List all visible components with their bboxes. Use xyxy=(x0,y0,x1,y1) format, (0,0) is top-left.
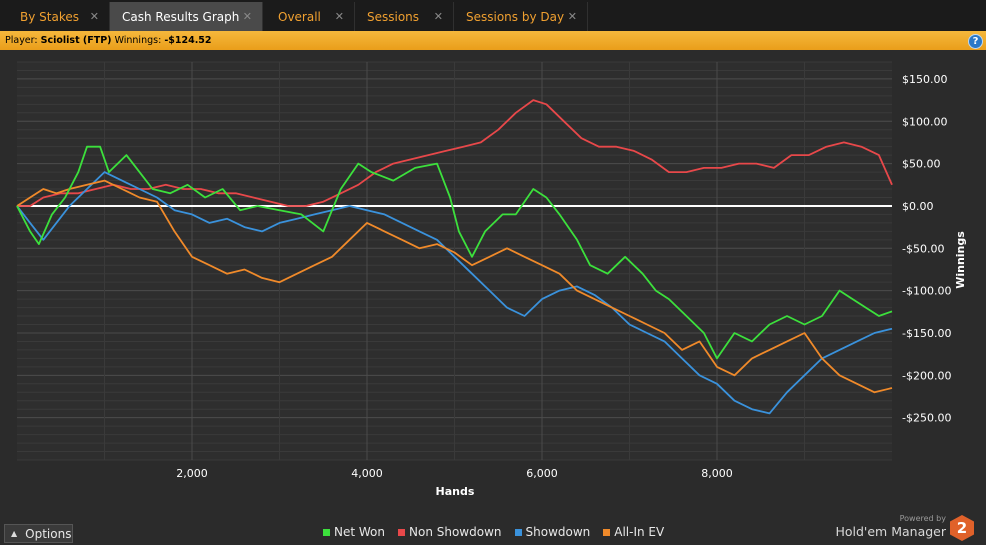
x-axis: 2,000 4,000 6,000 8,000 xyxy=(176,467,733,480)
legend-label: Showdown xyxy=(525,525,591,539)
y-tick-label: -$150.00 xyxy=(902,327,951,340)
player-label: Player: xyxy=(5,35,38,46)
tab-label: Sessions xyxy=(367,9,420,24)
legend-swatch xyxy=(323,528,330,536)
tab-sessions-by-day[interactable]: Sessions by Day ✕ xyxy=(454,2,588,31)
close-icon[interactable]: ✕ xyxy=(334,10,344,23)
branding: Powered by Hold'em Manager 2 xyxy=(819,512,979,542)
series-line-net-won xyxy=(16,145,893,360)
winnings-label: Winnings: xyxy=(114,35,162,46)
legend-item-all-in-ev[interactable]: All-In EV xyxy=(603,525,664,539)
close-icon[interactable]: ✕ xyxy=(567,10,577,23)
powered-by-text: Powered by xyxy=(899,514,946,523)
chart-legend: Net Won Non Showdown Showdown All-In EV xyxy=(323,524,677,540)
options-button[interactable]: ▲ Options xyxy=(4,524,73,543)
y-tick-label: -$50.00 xyxy=(902,242,944,255)
x-tick-label: 2,000 xyxy=(176,467,208,480)
tab-label: Overall xyxy=(278,9,321,24)
tab-label: Sessions by Day xyxy=(466,9,565,24)
x-tick-label: 6,000 xyxy=(526,467,558,480)
y-tick-label: -$200.00 xyxy=(902,369,951,382)
legend-swatch xyxy=(603,528,611,536)
series-line-all-in-ev xyxy=(16,179,893,394)
winnings-value: -$124.52 xyxy=(164,35,212,46)
chart-series xyxy=(16,99,893,415)
x-axis-title: Hands xyxy=(436,485,475,498)
legend-label: Non Showdown xyxy=(409,525,502,539)
legend-item-showdown[interactable]: Showdown xyxy=(514,525,591,539)
close-icon[interactable]: ✕ xyxy=(433,10,443,23)
y-tick-label: $150.00 xyxy=(902,73,948,86)
y-axis: $150.00 $100.00 $50.00 $0.00 -$50.00 -$100.00… xyxy=(902,73,951,425)
y-axis-title: Winnings xyxy=(954,231,967,289)
hm2-logo-icon: 2 xyxy=(950,515,974,541)
player-info-bar: Player: Sciolist (FTP) Winnings: -$124.5… xyxy=(0,31,986,50)
legend-label: Net Won xyxy=(334,525,385,539)
tab-bar: By Stakes ✕ Cash Results Graph ✕ Overall… xyxy=(0,0,986,31)
tab-cash-results-graph[interactable]: Cash Results Graph ✕ xyxy=(110,2,263,31)
tab-sessions[interactable]: Sessions ✕ xyxy=(355,2,454,31)
player-value: Sciolist (FTP) xyxy=(40,35,112,46)
x-tick-label: 4,000 xyxy=(351,467,383,480)
results-chart: $150.00 $100.00 $50.00 $0.00 -$50.00 -$100.00… xyxy=(16,61,967,498)
series-line-non-showdown xyxy=(17,99,893,207)
y-tick-label: -$250.00 xyxy=(902,412,951,425)
x-tick-label: 8,000 xyxy=(701,467,733,480)
legend-item-non-showdown[interactable]: Non Showdown xyxy=(398,525,502,539)
chevron-up-icon: ▲ xyxy=(11,529,18,538)
y-tick-label: $50.00 xyxy=(902,158,941,171)
options-label: Options xyxy=(25,526,72,541)
product-name: Hold'em Manager xyxy=(835,524,946,539)
tab-by-stakes[interactable]: By Stakes ✕ xyxy=(8,2,110,31)
tab-label: By Stakes xyxy=(20,9,79,24)
y-tick-label: -$100.00 xyxy=(902,285,951,298)
legend-label: All-In EV xyxy=(614,525,665,539)
tab-overall[interactable]: Overall ✕ xyxy=(266,2,355,31)
close-icon[interactable]: ✕ xyxy=(89,10,99,23)
tab-label: Cash Results Graph xyxy=(122,9,240,24)
y-tick-label: $100.00 xyxy=(902,115,948,128)
legend-swatch xyxy=(514,528,522,536)
close-icon[interactable]: ✕ xyxy=(242,10,252,23)
help-icon[interactable]: ? xyxy=(968,34,983,49)
legend-swatch xyxy=(398,528,405,536)
y-tick-label: $0.00 xyxy=(902,200,934,213)
legend-item-net-won[interactable]: Net Won xyxy=(323,525,385,539)
